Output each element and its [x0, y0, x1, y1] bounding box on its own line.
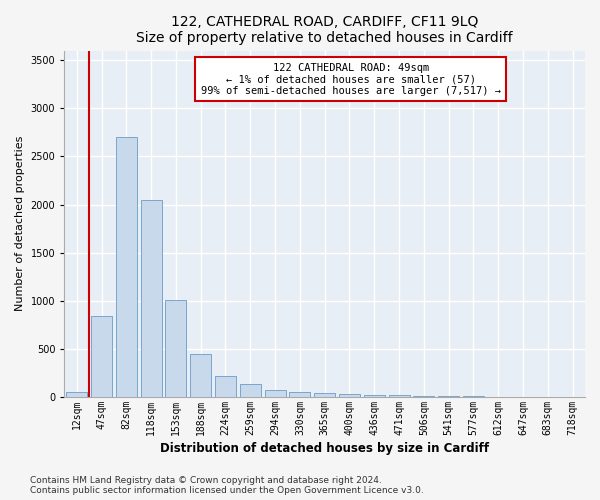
Bar: [438, 396, 459, 397]
Bar: [240, 384, 261, 397]
Bar: [116, 137, 137, 397]
X-axis label: Distribution of detached houses by size in Cardiff: Distribution of detached houses by size …: [160, 442, 489, 455]
Bar: [140, 200, 161, 397]
Text: 122 CATHEDRAL ROAD: 49sqm
← 1% of detached houses are smaller (57)
99% of semi-d: 122 CATHEDRAL ROAD: 49sqm ← 1% of detach…: [201, 62, 501, 96]
Bar: [265, 390, 286, 397]
Bar: [389, 395, 410, 397]
Bar: [413, 396, 434, 397]
Title: 122, CATHEDRAL ROAD, CARDIFF, CF11 9LQ
Size of property relative to detached hou: 122, CATHEDRAL ROAD, CARDIFF, CF11 9LQ S…: [136, 15, 513, 45]
Bar: [91, 316, 112, 397]
Bar: [314, 393, 335, 397]
Text: Contains HM Land Registry data © Crown copyright and database right 2024.
Contai: Contains HM Land Registry data © Crown c…: [30, 476, 424, 495]
Y-axis label: Number of detached properties: Number of detached properties: [15, 136, 25, 312]
Bar: [289, 392, 310, 397]
Bar: [190, 354, 211, 397]
Bar: [463, 396, 484, 397]
Bar: [66, 392, 87, 397]
Bar: [364, 394, 385, 397]
Bar: [339, 394, 360, 397]
Bar: [166, 300, 187, 397]
Bar: [215, 376, 236, 397]
